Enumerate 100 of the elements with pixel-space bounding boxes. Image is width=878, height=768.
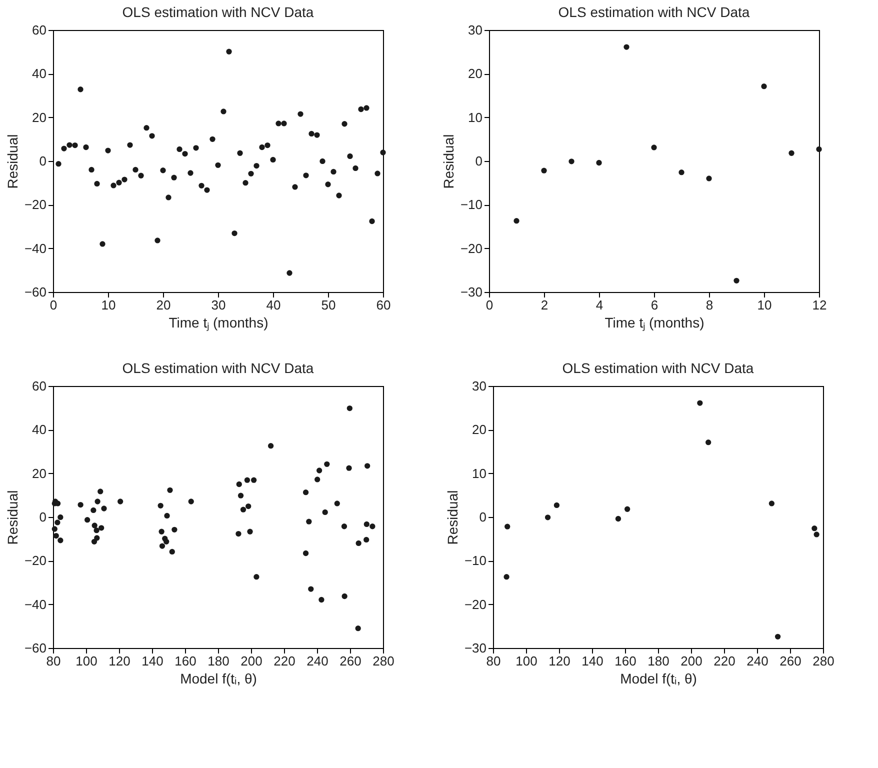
point (624, 506, 630, 512)
x-tick-label: 200 (680, 654, 702, 668)
point (554, 502, 560, 508)
point (117, 498, 124, 504)
point (302, 490, 309, 496)
point (281, 120, 287, 126)
point (651, 144, 657, 150)
point (54, 520, 60, 526)
point (318, 596, 324, 603)
point (92, 522, 98, 528)
point (56, 161, 62, 167)
point (254, 574, 260, 580)
x-axis-title: Model f(tᵢ, θ) (180, 670, 257, 686)
point (98, 525, 104, 531)
point (172, 526, 178, 532)
x-tick-label: 160 (174, 654, 196, 668)
point (210, 136, 216, 142)
point (98, 488, 104, 494)
point (220, 108, 226, 114)
point (158, 502, 164, 508)
x-tick-label: 260 (780, 654, 802, 668)
point (364, 521, 370, 528)
x-axis-title: Time tⱼ (months) (168, 314, 268, 332)
x-tick-label: 220 (714, 654, 736, 668)
point (204, 187, 210, 193)
y-tick-label: 40 (32, 66, 46, 82)
point (374, 170, 380, 176)
point (238, 492, 244, 498)
y-tick-label: 20 (472, 422, 486, 438)
y-tick-label: 10 (468, 110, 482, 125)
y-tick-label: −20 (24, 553, 46, 568)
point (541, 168, 547, 174)
point (706, 176, 712, 182)
point (303, 172, 309, 178)
point (774, 634, 781, 640)
x-tick-label: 140 (582, 654, 604, 668)
x-tick-label: 12 (812, 298, 827, 312)
point (624, 44, 630, 50)
point (316, 468, 322, 474)
point (341, 524, 348, 530)
point (242, 180, 248, 186)
point (355, 626, 361, 632)
x-tick-label: 0 (50, 298, 58, 312)
point (346, 405, 352, 412)
point (88, 166, 94, 173)
point (364, 536, 370, 543)
point (264, 142, 270, 148)
x-tick-label: 6 (650, 298, 658, 312)
x-tick-label: 160 (614, 654, 636, 668)
y-tick-label: 60 (32, 22, 46, 38)
point (166, 194, 172, 200)
x-tick-label: 30 (211, 298, 226, 312)
point (110, 182, 116, 188)
y-tick-label: −40 (24, 240, 46, 256)
point (330, 168, 336, 175)
point (615, 516, 622, 522)
point (347, 153, 353, 160)
point (138, 172, 144, 178)
point (697, 400, 703, 406)
point (254, 162, 260, 169)
point (308, 130, 314, 137)
point (167, 487, 173, 493)
y-tick-label: 20 (468, 66, 482, 82)
point (116, 180, 122, 186)
x-tick-label: 20 (156, 298, 171, 312)
point (94, 498, 100, 504)
y-tick-label: 20 (32, 466, 46, 481)
point (358, 106, 364, 112)
x-tick-label: 10 (757, 298, 772, 312)
y-tick-label: −30 (464, 640, 486, 656)
point (364, 105, 370, 111)
point (154, 238, 160, 244)
point (149, 133, 155, 139)
x-tick-label: 60 (376, 298, 391, 312)
x-tick-label: 280 (372, 654, 394, 668)
point (236, 481, 242, 488)
point (58, 514, 64, 520)
x-tick-label: 240 (746, 654, 768, 668)
x-tick-label: 40 (266, 298, 281, 312)
point (94, 535, 100, 541)
point (246, 503, 252, 510)
point (325, 182, 331, 188)
point (84, 517, 90, 523)
x-axis-title: Model f(tᵢ, θ) (620, 670, 697, 686)
point (356, 540, 362, 546)
x-tick-label: 2 (540, 298, 548, 312)
point (78, 86, 84, 92)
point (61, 146, 67, 152)
point (514, 218, 520, 224)
point (314, 132, 320, 138)
y-tick-label: −60 (24, 284, 46, 300)
x-tick-label: 240 (306, 654, 328, 668)
point (334, 500, 340, 506)
point (322, 509, 328, 516)
y-axis-title: Residual (4, 134, 20, 189)
x-tick-label: 50 (321, 298, 336, 312)
y-tick-label: 0 (39, 510, 46, 524)
point (250, 477, 257, 483)
point (100, 241, 106, 247)
point (320, 158, 326, 164)
